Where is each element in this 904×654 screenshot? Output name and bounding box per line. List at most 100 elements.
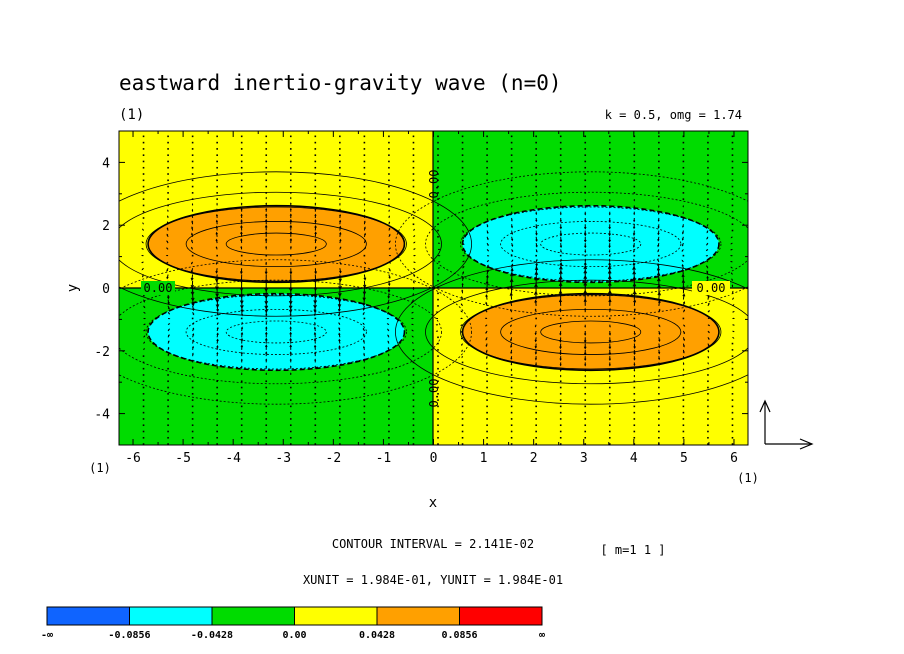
vector-arrowhead bbox=[388, 233, 391, 236]
vector-arrowhead bbox=[633, 308, 636, 311]
vector-dot bbox=[388, 386, 390, 389]
vector-dot bbox=[510, 254, 513, 257]
vector-dot bbox=[658, 386, 660, 389]
vector-arrowhead bbox=[313, 331, 317, 335]
vector-dot bbox=[142, 179, 145, 182]
vector-arrowhead bbox=[143, 306, 146, 309]
vector-arrowhead bbox=[144, 323, 146, 326]
vector-arrowhead bbox=[463, 249, 465, 251]
vector-arrowhead bbox=[362, 339, 365, 342]
vector-arrowhead bbox=[510, 345, 513, 349]
vector-dot bbox=[486, 185, 488, 188]
vector-dot bbox=[216, 254, 218, 257]
vector-arrowhead bbox=[314, 219, 317, 222]
vector-dot bbox=[437, 154, 439, 156]
vector-arrowhead bbox=[265, 245, 268, 248]
vector-arrowhead bbox=[142, 275, 144, 278]
vector-arrowhead bbox=[463, 260, 465, 263]
vector-dot bbox=[142, 436, 145, 439]
vector-arrowhead bbox=[510, 363, 513, 366]
colorbar-label: 0.00 bbox=[282, 630, 306, 641]
vector-dot bbox=[658, 430, 660, 433]
colorbar-swatch bbox=[211, 606, 295, 626]
vector-dot bbox=[167, 393, 169, 395]
vector-arrowhead bbox=[485, 351, 488, 354]
vector-arrowhead bbox=[338, 332, 341, 336]
vector-dot bbox=[584, 254, 587, 257]
vector-dot bbox=[314, 436, 317, 439]
vector-arrowhead bbox=[265, 321, 268, 324]
vector-arrowhead bbox=[141, 248, 143, 250]
vector-dot bbox=[265, 443, 268, 445]
vector-dot bbox=[289, 380, 292, 383]
vector-dot bbox=[363, 411, 366, 414]
colorbar-swatch bbox=[376, 606, 460, 626]
vector-dot bbox=[437, 361, 439, 364]
vector-dot bbox=[142, 361, 145, 364]
vector-dot bbox=[608, 380, 611, 383]
vector-dot bbox=[584, 154, 587, 156]
vector-dot bbox=[584, 135, 587, 138]
vector-arrowhead bbox=[682, 293, 686, 297]
vector-dot bbox=[314, 386, 317, 389]
vector-scale-text: [ m=1 1 ] bbox=[600, 543, 665, 557]
vector-dot bbox=[339, 185, 341, 188]
vector-dot bbox=[240, 399, 243, 401]
vector-arrowhead bbox=[314, 351, 317, 355]
vector-dot bbox=[682, 399, 685, 401]
vector-arrowhead bbox=[289, 230, 293, 234]
vector-dot bbox=[240, 173, 243, 175]
vector-dot bbox=[682, 135, 685, 138]
vector-dot bbox=[633, 185, 636, 188]
vector-dot bbox=[707, 393, 709, 395]
vector-arrowhead bbox=[708, 310, 710, 312]
vector-arrowhead bbox=[584, 364, 587, 367]
vector-arrowhead bbox=[240, 365, 243, 368]
vector-arrowhead bbox=[191, 308, 195, 312]
vector-dot bbox=[682, 443, 685, 445]
vector-arrowhead bbox=[583, 269, 588, 274]
panel-label: (1) bbox=[119, 107, 144, 123]
vector-dot bbox=[314, 185, 317, 188]
vector-arrowhead bbox=[386, 323, 389, 325]
vector-arrowhead bbox=[486, 225, 489, 228]
vector-arrowhead bbox=[435, 311, 438, 313]
vector-dot bbox=[461, 367, 464, 370]
vector-arrowhead bbox=[364, 262, 367, 265]
vector-dot bbox=[339, 135, 341, 138]
vector-arrowhead bbox=[682, 363, 685, 366]
vector-dot bbox=[240, 393, 243, 395]
vector-dot bbox=[191, 424, 194, 427]
vector-dot bbox=[633, 399, 636, 401]
vector-arrowhead bbox=[485, 344, 488, 348]
vector-arrowhead bbox=[215, 263, 218, 265]
x-tick-label: -3 bbox=[275, 451, 291, 466]
vector-arrowhead bbox=[167, 340, 170, 343]
vector-arrowhead bbox=[705, 260, 708, 262]
vector-dot bbox=[167, 399, 169, 401]
vector-dot bbox=[608, 393, 611, 395]
vector-dot bbox=[437, 135, 439, 138]
vector-arrowhead bbox=[534, 271, 539, 276]
vector-dot bbox=[682, 166, 685, 169]
vector-dot bbox=[486, 135, 488, 138]
vector-dot bbox=[142, 141, 145, 144]
vector-dot bbox=[314, 166, 317, 169]
colorbar-swatch bbox=[129, 606, 213, 626]
contour-ring bbox=[145, 294, 407, 370]
vector-arrowhead bbox=[510, 212, 513, 215]
vector-dot bbox=[167, 135, 169, 138]
vector-arrowhead bbox=[583, 352, 587, 356]
vector-dot bbox=[559, 179, 562, 182]
vector-dot bbox=[289, 135, 292, 138]
vector-arrowhead bbox=[732, 297, 734, 299]
vector-dot bbox=[584, 411, 587, 414]
vector-arrowhead bbox=[535, 226, 538, 230]
vector-arrowhead bbox=[166, 296, 170, 300]
vector-dot bbox=[265, 254, 268, 257]
vector-arrowhead bbox=[608, 220, 611, 223]
vector-arrowhead bbox=[658, 351, 661, 355]
vector-arrowhead bbox=[584, 220, 587, 223]
vector-dot bbox=[731, 217, 734, 219]
vector-arrowhead bbox=[141, 241, 144, 243]
